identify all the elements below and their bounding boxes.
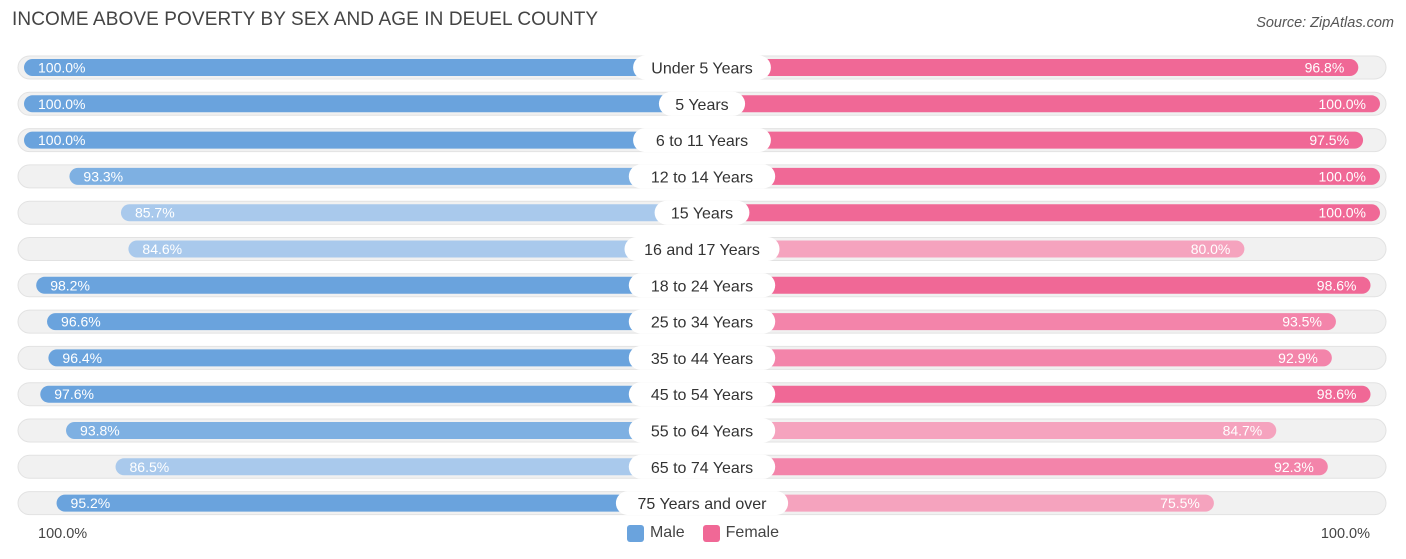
- bar-male: [115, 458, 702, 476]
- category-pill: [628, 309, 776, 334]
- value-label-male: 84.6%: [142, 241, 182, 257]
- value-label-female: 92.9%: [1278, 350, 1318, 366]
- bar-male: [66, 422, 702, 439]
- bar-female: [702, 240, 1245, 258]
- value-label-male: 97.6%: [54, 386, 94, 402]
- category-pill: [615, 491, 789, 516]
- legend-swatch-male: [626, 524, 644, 542]
- category-label: 5 Years: [675, 97, 728, 114]
- value-label-male: 96.6%: [61, 314, 101, 330]
- value-label-female: 75.5%: [1160, 495, 1200, 511]
- category-pill: [658, 91, 746, 116]
- value-label-female: 80.0%: [1191, 241, 1231, 257]
- category-label: 12 to 14 Years: [651, 169, 753, 186]
- bar-female: [702, 167, 1380, 185]
- legend: Male Female: [0, 524, 1406, 542]
- bar-female: [702, 59, 1359, 76]
- bar-male: [40, 385, 703, 403]
- bar-male: [24, 59, 702, 76]
- bar-male: [48, 349, 702, 367]
- value-label-female: 97.5%: [1309, 132, 1349, 148]
- value-label-male: 100.0%: [38, 132, 85, 148]
- bar-male: [47, 313, 702, 331]
- category-label: 6 to 11 Years: [656, 133, 748, 150]
- value-label-male: 86.5%: [130, 459, 170, 475]
- category-pill: [628, 273, 776, 298]
- bar-female: [702, 204, 1380, 222]
- value-label-male: 96.4%: [62, 350, 102, 366]
- category-label: 18 to 24 Years: [651, 278, 753, 295]
- category-pill: [624, 237, 780, 261]
- axis-right-label: 100.0%: [1320, 526, 1370, 542]
- category-label: 25 to 34 Years: [651, 315, 753, 332]
- bar-male: [128, 240, 703, 258]
- legend-label-male: Male: [649, 524, 685, 541]
- category-pill: [628, 454, 776, 479]
- category-label: 45 to 54 Years: [651, 387, 753, 404]
- category-pill: [628, 164, 776, 189]
- bar-male: [120, 204, 703, 222]
- value-label-female: 92.3%: [1274, 459, 1314, 475]
- category-pill: [654, 200, 750, 225]
- value-label-female: 98.6%: [1317, 386, 1357, 402]
- bar-male: [56, 494, 702, 512]
- legend-item-female: Female: [702, 524, 780, 542]
- bar-male: [24, 131, 702, 149]
- value-label-female: 98.6%: [1317, 277, 1357, 293]
- category-pill: [633, 128, 771, 153]
- category-label: 15 Years: [671, 206, 733, 223]
- value-label-female: 100.0%: [1319, 205, 1366, 221]
- legend-label-female: Female: [725, 524, 780, 541]
- bar-female: [702, 458, 1328, 476]
- category-pill: [633, 55, 771, 80]
- bar-female: [702, 385, 1371, 403]
- category-label: 35 to 44 Years: [651, 351, 753, 368]
- chart: 100.0% 96.8% Under 5 Years 100.0% 100.0% 5 Ye…: [17, 55, 1387, 516]
- category-pill: [628, 418, 776, 443]
- value-label-female: 100.0%: [1319, 168, 1366, 184]
- category-label: 55 to 64 Years: [651, 424, 753, 441]
- value-label-male: 100.0%: [38, 96, 85, 112]
- category-pill: [628, 382, 776, 407]
- category-label: Under 5 Years: [651, 61, 752, 78]
- legend-item-male: Male: [626, 524, 685, 542]
- value-label-male: 93.8%: [80, 423, 120, 439]
- value-label-male: 85.7%: [135, 205, 175, 221]
- value-label-male: 93.3%: [83, 168, 123, 184]
- value-label-male: 95.2%: [71, 495, 111, 511]
- value-label-female: 93.5%: [1282, 314, 1322, 330]
- value-label-female: 100.0%: [1319, 96, 1366, 112]
- bar-female: [702, 131, 1364, 149]
- value-label-female: 96.8%: [1305, 60, 1345, 76]
- bar-male: [24, 95, 702, 113]
- bar-female: [702, 313, 1336, 331]
- bar-female: [702, 422, 1277, 439]
- value-label-male: 98.2%: [50, 277, 90, 293]
- legend-swatch-female: [702, 524, 720, 542]
- category-pill: [628, 345, 776, 370]
- axis-left-label: 100.0%: [38, 526, 88, 542]
- bar-male: [36, 276, 703, 294]
- category-label: 65 to 74 Years: [651, 460, 753, 477]
- chart-title: INCOME ABOVE POVERTY BY SEX AND AGE IN D…: [12, 9, 599, 30]
- bar-female: [702, 494, 1214, 512]
- value-label-female: 84.7%: [1223, 423, 1263, 439]
- category-label: 16 and 17 Years: [644, 242, 760, 259]
- source-label: Source: ZipAtlas.com: [1256, 15, 1394, 31]
- bar-female: [702, 276, 1371, 294]
- category-label: 75 Years and over: [638, 496, 768, 513]
- bar-female: [702, 349, 1332, 367]
- value-label-male: 100.0%: [38, 60, 85, 76]
- bar-male: [69, 167, 702, 185]
- bar-female: [702, 95, 1380, 113]
